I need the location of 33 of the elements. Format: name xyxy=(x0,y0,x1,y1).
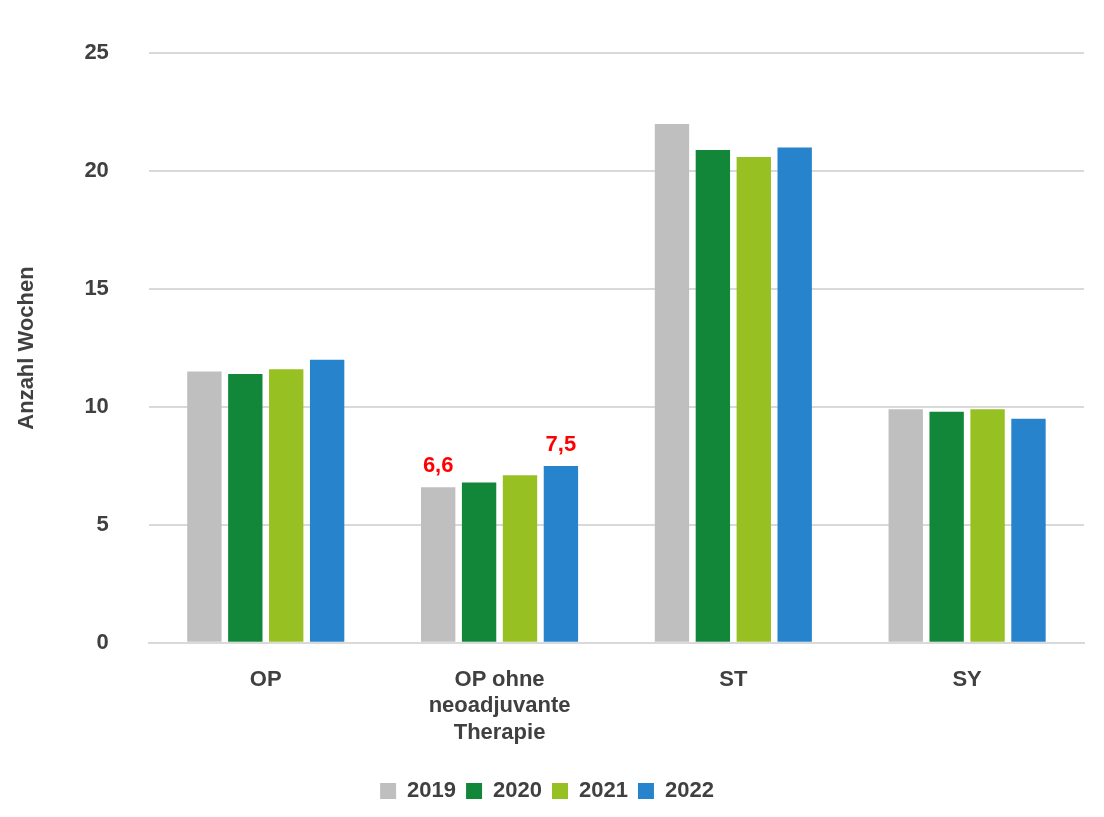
bar xyxy=(543,465,579,642)
bar xyxy=(654,123,690,642)
bar xyxy=(228,373,263,642)
legend-label: 2021 xyxy=(579,777,628,803)
y-axis-title: Anzahl Wochen xyxy=(13,266,39,430)
bar xyxy=(736,156,771,642)
bar xyxy=(777,147,812,642)
bar xyxy=(187,371,222,642)
x-tick-label: OP ohne neoadjuvante Therapie xyxy=(428,666,571,744)
x-tick-label: SY xyxy=(952,666,983,692)
bar xyxy=(309,359,345,642)
bar xyxy=(502,475,538,642)
bar xyxy=(888,409,923,642)
legend-label: 2020 xyxy=(493,777,543,803)
x-tick-label: OP xyxy=(249,666,282,692)
data-label: 6,6 xyxy=(422,452,454,478)
bar xyxy=(695,149,731,642)
legend-label: 2019 xyxy=(407,777,457,803)
bar xyxy=(929,411,964,642)
y-tick-label: 5 xyxy=(96,510,109,536)
data-label: 7,5 xyxy=(545,430,577,456)
legend-label: 2022 xyxy=(664,777,714,803)
x-tick-label: ST xyxy=(719,666,748,692)
y-tick-label: 10 xyxy=(84,393,109,419)
bar xyxy=(461,482,497,642)
bar xyxy=(269,369,304,642)
y-tick-label: 15 xyxy=(84,275,109,301)
bar xyxy=(1011,418,1046,642)
y-tick-label: 25 xyxy=(84,39,109,65)
bar xyxy=(420,487,456,642)
bar xyxy=(970,409,1005,642)
y-tick-label: 0 xyxy=(96,628,109,654)
y-tick-label: 20 xyxy=(84,157,109,183)
